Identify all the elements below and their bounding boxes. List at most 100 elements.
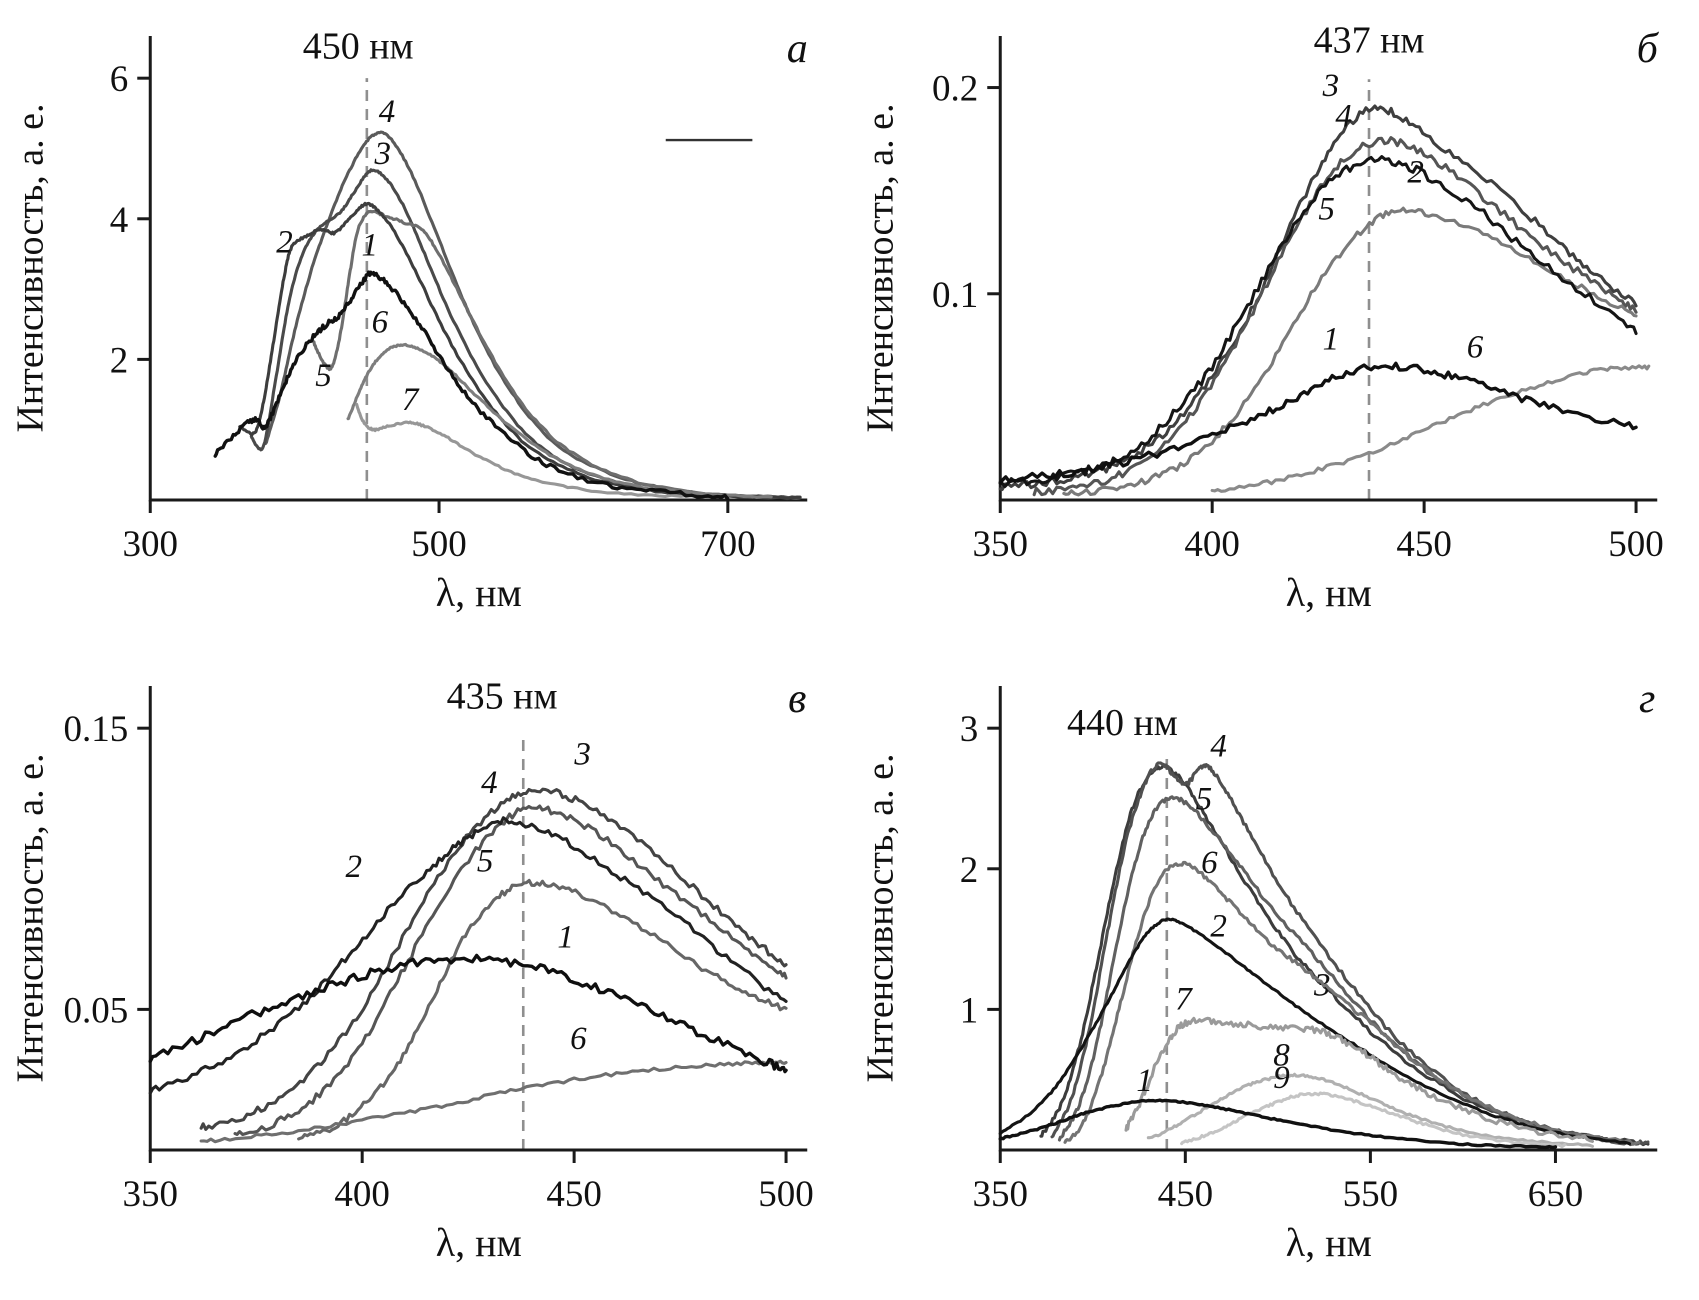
curve-8 (1146, 1072, 1594, 1148)
curve-label-7: 7 (402, 382, 420, 418)
curve-9 (1179, 1091, 1566, 1149)
axes (986, 36, 1657, 513)
x-tick-label: 400 (1184, 524, 1240, 565)
panel-a-chart: 450 нм 300 500 700 2 4 6 4 3 5 2 6 7 1 λ, нм Интенсивно… (9, 25, 808, 615)
panel-letter: б (1636, 26, 1659, 72)
curve-label-6: 6 (1466, 330, 1483, 366)
x-axis-title: λ, нм (436, 570, 522, 615)
x-tick-label: 350 (972, 524, 1028, 565)
x-tick-label: 500 (411, 524, 467, 565)
curve-6 (199, 1059, 788, 1144)
x-tick-label: 450 (1157, 1174, 1213, 1215)
curve-label-7: 7 (1175, 981, 1193, 1017)
curve-5 (311, 209, 773, 499)
panel-g: 440 нм 350 450 550 650 1 2 3 3 4 5 6 2 7 8 9 1 λ, нм Интен… (850, 650, 1699, 1300)
curve-label-1: 1 (361, 227, 378, 263)
curve-4 (1032, 136, 1638, 497)
curve-1 (213, 270, 730, 501)
curve-2 (148, 816, 788, 1095)
ref-wavelength-label: 435 нм (447, 675, 558, 717)
ref-wavelength-label: 440 нм (1066, 702, 1177, 744)
panel-v: 435 нм 350 400 450 500 0.05 0.15 3 4 2 5 6 1 λ, нм Инт… (0, 650, 850, 1300)
y-tick-label: 4 (110, 200, 129, 241)
curve-label-6: 6 (570, 1021, 587, 1057)
curve-5 (1061, 206, 1638, 497)
ref-wavelength-label: 437 нм (1313, 19, 1424, 61)
panel-b: 437 нм 350 400 450 500 0.1 0.2 3 4 5 6 2 1 λ, нм Интен… (850, 0, 1699, 650)
curve-2 (998, 917, 1631, 1146)
curve-label-2: 2 (1210, 908, 1227, 944)
x-tick-label: 500 (758, 1174, 814, 1215)
x-tick-label: 650 (1527, 1174, 1583, 1215)
curve-1 (998, 1098, 1557, 1150)
ref-wavelength-label: 450 нм (303, 25, 414, 67)
curve-label-3: 3 (373, 136, 391, 172)
y-axis-title: Интенсивность, а. е. (9, 753, 51, 1082)
panel-v-chart: 435 нм 350 400 450 500 0.05 0.15 3 4 2 5 6 1 λ, нм Инт… (9, 675, 814, 1265)
y-tick-label: 2 (959, 850, 978, 891)
curve-label-5: 5 (1195, 782, 1212, 818)
curve-label-8: 8 (1273, 1038, 1290, 1074)
curve-label-5: 5 (315, 358, 332, 394)
x-tick-label: 450 (1396, 524, 1452, 565)
curve-label-1: 1 (1136, 1063, 1153, 1099)
curve-label-3: 3 (1321, 68, 1339, 104)
x-axis-title: λ, нм (436, 1220, 522, 1265)
curve-2 (238, 201, 802, 501)
y-axis-title: Интенсивность, а. е. (859, 753, 901, 1082)
curve-label-4: 4 (1210, 728, 1227, 764)
panel-letter: а (787, 26, 808, 72)
x-tick-label: 700 (700, 524, 756, 565)
y-axis-title: Интенсивность, а. е. (9, 103, 51, 432)
curve-6 (346, 342, 773, 499)
curve-label-1: 1 (557, 920, 574, 956)
curve-5 (1057, 795, 1622, 1145)
curve-label-6: 6 (1201, 845, 1218, 881)
y-tick-label: 2 (110, 340, 129, 381)
y-tick-label: 1 (959, 990, 978, 1031)
curve-7 (355, 402, 687, 499)
curve-6 (1063, 860, 1640, 1146)
x-tick-label: 400 (334, 1174, 390, 1215)
x-tick-label: 350 (123, 1174, 179, 1215)
axes (137, 36, 808, 513)
y-tick-label: 0.05 (64, 990, 129, 1031)
x-tick-label: 500 (1608, 524, 1664, 565)
curve-label-1: 1 (1322, 321, 1339, 357)
x-axis-title: λ, нм (1285, 570, 1371, 615)
y-tick-label: 0.15 (64, 709, 129, 750)
axes (986, 686, 1657, 1163)
axis-lines (148, 36, 808, 502)
x-tick-label: 300 (123, 524, 179, 565)
curve-label-5: 5 (1318, 192, 1335, 228)
curve-label-4: 4 (1335, 99, 1352, 135)
panel-a: 450 нм 300 500 700 2 4 6 4 3 5 2 6 7 1 λ, нм Интенсивно… (0, 0, 850, 650)
y-tick-label: 0.2 (932, 69, 978, 110)
curve-label-2: 2 (345, 849, 362, 885)
curve-label-5: 5 (477, 844, 494, 880)
curve-1 (998, 361, 1638, 485)
curve-label-2: 2 (276, 225, 293, 261)
panel-letter: г (1639, 676, 1655, 722)
y-axis-title: Интенсивность, а. е. (859, 103, 901, 432)
curve-3 (998, 104, 1638, 492)
curve-label-4: 4 (481, 765, 498, 801)
curve-label-2: 2 (1407, 154, 1424, 190)
panel-letter: в (788, 676, 806, 722)
curve-label-9: 9 (1273, 1060, 1290, 1096)
x-axis-title: λ, нм (1285, 1220, 1371, 1265)
y-tick-label: 3 (959, 709, 978, 750)
curve-6 (1210, 364, 1650, 493)
curve-3 (199, 787, 788, 1131)
y-tick-label: 0.1 (932, 275, 978, 316)
curve-label-4: 4 (379, 94, 396, 130)
curve-1 (148, 953, 788, 1074)
axes (137, 686, 808, 1163)
curve-7 (1123, 1016, 1594, 1143)
x-tick-label: 550 (1342, 1174, 1398, 1215)
curve-5 (297, 878, 788, 1141)
curve-label-6: 6 (372, 305, 389, 341)
panel-b-chart: 437 нм 350 400 450 500 0.1 0.2 34 5 6 2 1 λ, нм Интен… (859, 19, 1664, 615)
